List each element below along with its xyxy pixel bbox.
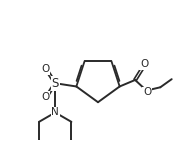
Text: O: O [140, 59, 148, 69]
Text: O: O [41, 92, 50, 102]
Text: S: S [52, 77, 59, 90]
Text: O: O [143, 88, 152, 97]
Text: N: N [51, 107, 59, 117]
Text: O: O [41, 64, 50, 74]
